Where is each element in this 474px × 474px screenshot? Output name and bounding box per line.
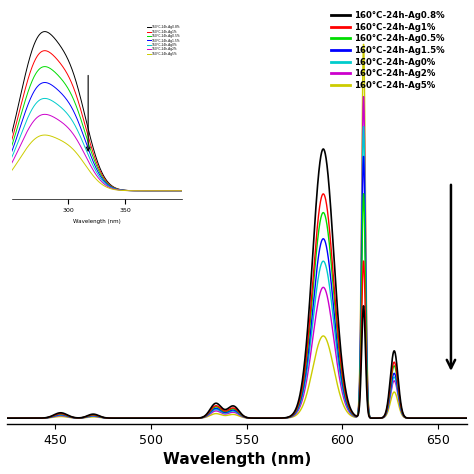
X-axis label: Wavelength (nm): Wavelength (nm) <box>163 452 311 467</box>
Legend: 160°C-24h-Ag0.8%, 160°C-24h-Ag1%, 160°C-24h-Ag0.5%, 160°C-24h-Ag1.5%, 160°C-24h-: 160°C-24h-Ag0.8%, 160°C-24h-Ag1%, 160°C-… <box>328 8 448 93</box>
